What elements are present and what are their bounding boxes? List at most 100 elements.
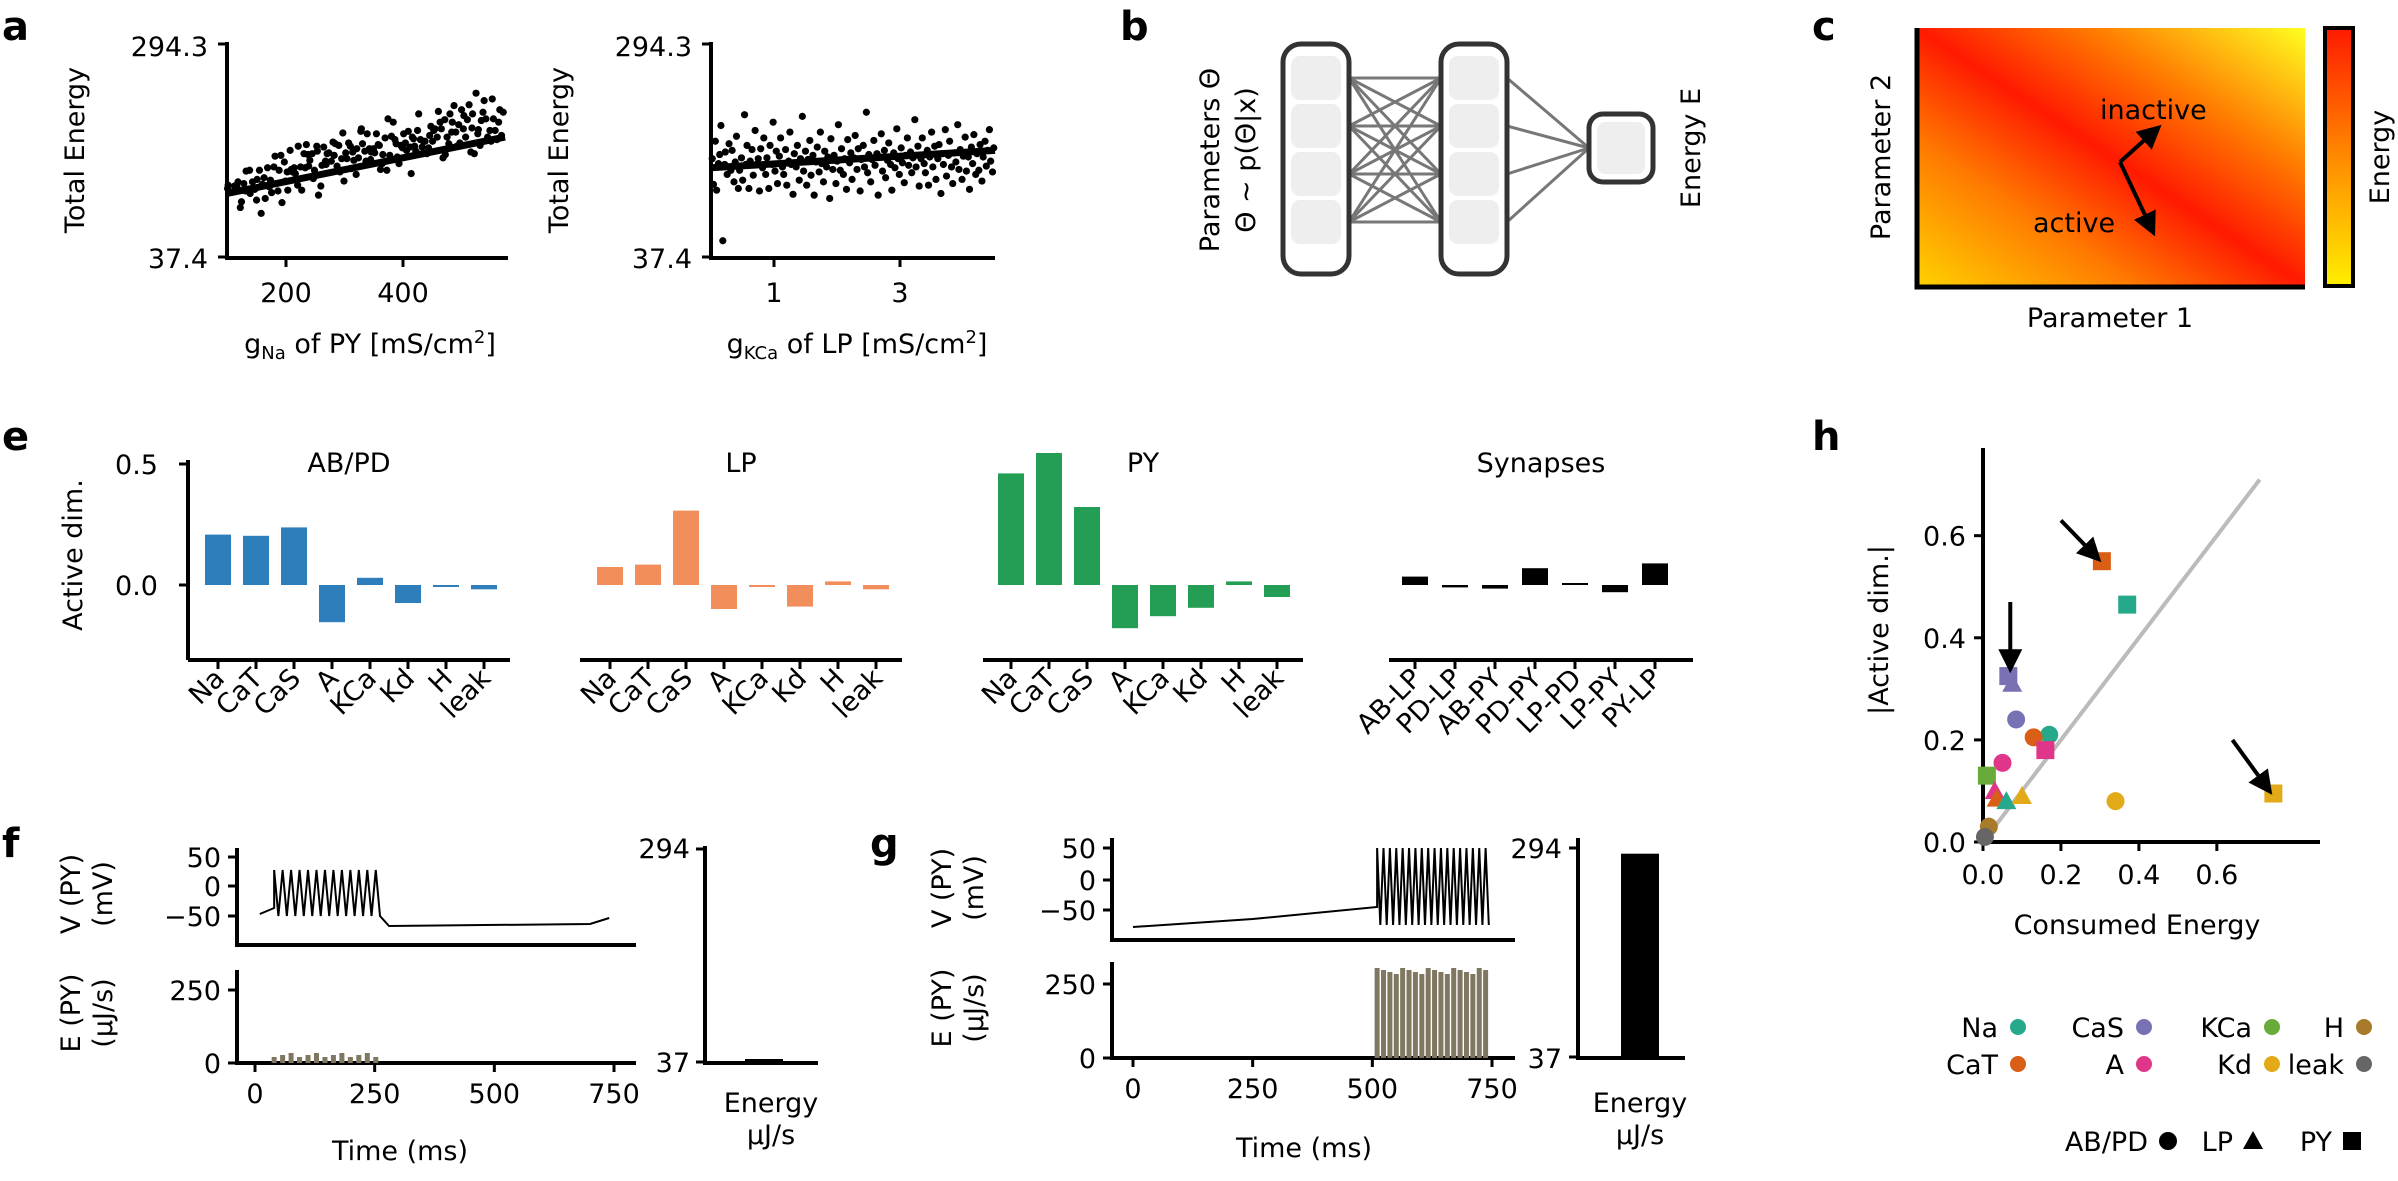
scatter-point [743,141,751,150]
bar [787,585,813,607]
scatter-point [499,108,507,116]
layer-node [1291,152,1341,196]
scatter-point [895,170,903,179]
scatter-point [837,145,846,153]
legend-marker [2136,1019,2152,1035]
scatter-point [893,125,901,133]
y-tick-label: −50 [164,902,221,933]
panel-label-c: c [1812,4,1836,50]
connection [1348,172,1442,224]
scatter-point [346,142,354,150]
scatter-point [434,107,442,116]
bar [243,535,269,585]
legend-label: PY [2300,1127,2333,1158]
scatter-point [965,185,974,193]
energy-spike [1476,968,1482,1058]
y-tick-label: 37.4 [632,244,692,275]
scatter-point [813,143,821,151]
scatter-point [832,179,840,188]
scatter-point [488,95,496,103]
energy-spike [1438,972,1444,1058]
scatter-point [975,166,983,174]
scatter-point [754,155,762,163]
bar [1226,581,1252,585]
y-tick-label: 294 [1510,834,1562,865]
scatter-point [888,186,896,194]
scatter-point [409,135,418,143]
scatter-point [795,176,803,184]
scatter-point [2036,741,2055,760]
x-tick-label: 750 [588,1079,640,1110]
x-tick-label: 0.2 [2039,860,2082,891]
scatter-point [766,141,774,150]
axes [1981,448,2320,844]
scatter-point [954,121,962,129]
scatter-point [734,184,742,193]
bar [998,473,1024,585]
energy-spike [1393,974,1399,1058]
energy-spike [1463,972,1469,1058]
layer-nodes [1291,56,1499,244]
scatter-point [937,189,945,198]
connection [1506,124,1590,150]
scatter-point [711,137,719,145]
scatter-point [809,151,817,159]
energy-landscape [1917,28,2305,286]
x-tick-label: 400 [377,278,429,309]
scatter-point [955,165,963,174]
scatter-point [740,111,749,119]
x-axis-label: Consumed Energy [2014,910,2261,941]
scatter-point [338,155,346,163]
legend-marker [2356,1019,2372,1035]
layer-node [1449,200,1499,244]
scatter-points [1975,552,2283,846]
legend-marker [2264,1019,2280,1035]
legend-marker [2159,1132,2177,1150]
scatter-point [716,150,724,159]
legend-marker [2010,1056,2026,1072]
scatter-point [379,150,387,159]
scatter-point [2007,710,2026,729]
layer-node [1291,56,1341,100]
scatter-point [489,115,498,123]
scatter-point [240,179,248,188]
connection [1505,146,1591,224]
connection [1347,124,1443,224]
y-tick-label: 294.3 [131,32,208,63]
bar [597,567,623,585]
highlight-arrow [2059,518,2102,563]
energy-spike [1425,968,1431,1058]
y-tick-label: 0 [204,872,221,903]
x-tick-label: 0.6 [2195,860,2238,891]
scatter-point [2040,725,2059,744]
scatter-point [2011,786,2032,805]
x-axis-label: Parameter 1 [2027,303,2193,334]
scatter-point [294,142,302,150]
scatter-point [389,118,397,126]
scatter-point [252,196,261,204]
legend-label: AB/PD [2065,1127,2148,1158]
scatter-point [819,178,828,186]
scatter-point [415,110,423,118]
scatter-point [842,185,851,193]
panel-h-scatter: 0.0 0.2 0.4 0.6 0.0 0.2 0.4 0.6 |Active dim.| C… [1864,448,2372,1158]
scatter-point [783,181,791,189]
y-axis-label-units: (µJ/s) [88,978,119,1047]
panel-label-a: a [2,4,29,50]
scatter-point [912,163,920,171]
energy-spike [1444,974,1450,1058]
group-title: Synapses [1477,448,1606,479]
x-tick-label: KCa [325,663,383,721]
scatter-point [827,135,835,143]
scatter-point [357,125,365,133]
bar [635,564,661,585]
scatter-point [810,191,818,199]
scatter-point [260,174,268,182]
scatter-point [939,160,948,169]
bar-label: Energy [724,1088,819,1119]
scatter-point [263,164,272,172]
scatter-point [911,116,919,124]
scatter-point [255,166,264,174]
y-axis-label: |Active dim.| [1864,545,1895,715]
scatter-point [737,154,746,162]
